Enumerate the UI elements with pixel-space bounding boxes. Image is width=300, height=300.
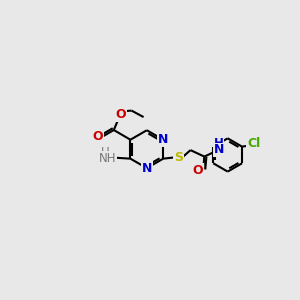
Text: H: H	[214, 137, 224, 150]
Text: O: O	[193, 164, 203, 177]
Text: NH: NH	[99, 152, 116, 165]
Text: O: O	[115, 108, 126, 121]
Text: N: N	[158, 133, 168, 146]
Text: N: N	[142, 162, 152, 175]
Text: S: S	[174, 151, 183, 164]
Text: H: H	[101, 146, 110, 159]
Text: N: N	[214, 143, 224, 156]
Text: O: O	[93, 130, 104, 142]
Text: Cl: Cl	[248, 137, 261, 150]
